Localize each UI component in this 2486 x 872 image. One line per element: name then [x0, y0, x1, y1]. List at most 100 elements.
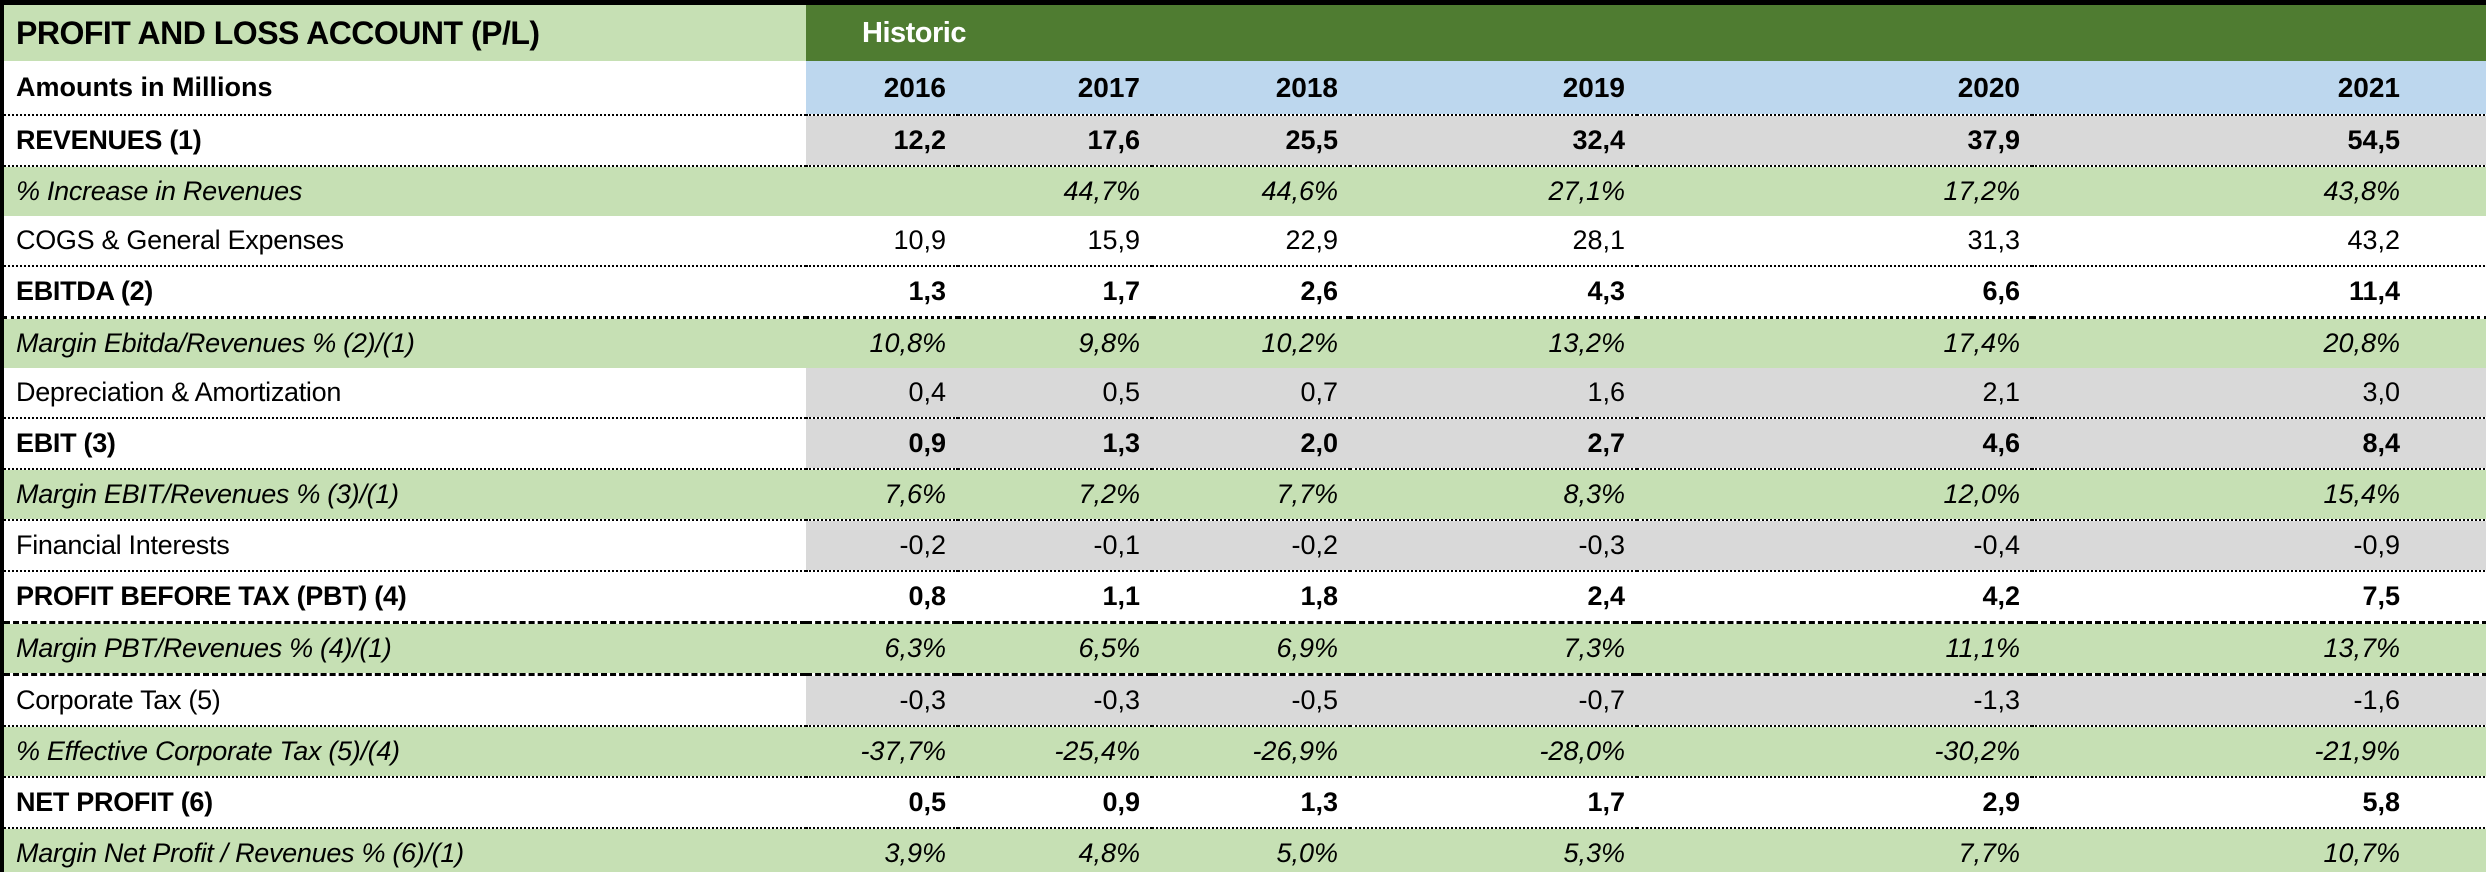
value-cell-2016: 0,5: [806, 777, 958, 829]
year-column-header: 2019: [1350, 61, 1637, 116]
value-cell-2018: 6,9%: [1152, 622, 1350, 676]
value-cell-2019: 7,3%: [1350, 622, 1637, 676]
row-label: REVENUES (1): [2, 115, 806, 167]
value-cell-2021: 8,4: [2032, 418, 2486, 470]
value-cell-2021: 13,7%: [2032, 622, 2486, 676]
value-cell-2017: 4,8%: [958, 828, 1152, 872]
table-row: % Increase in Revenues 44,7% 44,6% 27,1% 17,…: [2, 166, 2486, 216]
value-cell-2021: 7,5: [2032, 571, 2486, 624]
value-cell-2017: 0,9: [958, 777, 1152, 829]
value-cell-2021: 15,4%: [2032, 469, 2486, 521]
value-cell-2019: 4,3: [1350, 266, 1637, 319]
value-cell-2020: 4,6: [1637, 418, 2032, 470]
value-cell-2017: -0,1: [958, 520, 1152, 572]
value-cell-2017: -0,3: [958, 674, 1152, 727]
value-cell-2018: 22,9: [1152, 216, 1350, 267]
table-row: Margin Net Profit / Revenues % (6)/(1) 3,…: [2, 828, 2486, 872]
value-cell-2016: 7,6%: [806, 469, 958, 521]
value-cell-2018: 2,0: [1152, 418, 1350, 470]
value-cell-2018: 1,3: [1152, 777, 1350, 829]
row-label: Financial Interests: [2, 520, 806, 572]
year-column-header: 2021: [2032, 61, 2486, 116]
value-cell-2020: -0,4: [1637, 520, 2032, 572]
table-row: NET PROFIT (6) 0,5 0,9 1,3 1,7 2,9 5,8: [2, 777, 2486, 829]
value-cell-2017: 1,7: [958, 266, 1152, 319]
value-cell-2020: 6,6: [1637, 266, 2032, 319]
value-cell-2016: 12,2: [806, 115, 958, 167]
value-cell-2018: 5,0%: [1152, 828, 1350, 872]
value-cell-2019: 13,2%: [1350, 317, 1637, 368]
table-row: PROFIT BEFORE TAX (PBT) (4) 0,8 1,1 1,8 2,4 4…: [2, 571, 2486, 624]
value-cell-2020: -30,2%: [1637, 726, 2032, 778]
table-row: Margin Ebitda/Revenues % (2)/(1) 10,8% 9,8…: [2, 317, 2486, 368]
value-cell-2021: 5,8: [2032, 777, 2486, 829]
value-cell-2017: 1,3: [958, 418, 1152, 470]
value-cell-2018: 25,5: [1152, 115, 1350, 167]
table-row: % Effective Corporate Tax (5)/(4) -37,7% -…: [2, 726, 2486, 778]
row-label: EBIT (3): [2, 418, 806, 470]
row-label: % Effective Corporate Tax (5)/(4): [2, 726, 806, 778]
value-cell-2018: 2,6: [1152, 266, 1350, 319]
value-cell-2019: 27,1%: [1350, 166, 1637, 216]
years-row: Amounts in Millions 2016 2017 2018 2019 …: [2, 61, 2486, 116]
value-cell-2016: 0,8: [806, 571, 958, 624]
value-cell-2016: 0,4: [806, 368, 958, 419]
value-cell-2017: 44,7%: [958, 166, 1152, 216]
value-cell-2021: -0,9: [2032, 520, 2486, 572]
value-cell-2016: -0,2: [806, 520, 958, 572]
value-cell-2018: -0,5: [1152, 674, 1350, 727]
value-cell-2017: 9,8%: [958, 317, 1152, 368]
value-cell-2021: -21,9%: [2032, 726, 2486, 778]
value-cell-2016: -37,7%: [806, 726, 958, 778]
value-cell-2018: -26,9%: [1152, 726, 1350, 778]
value-cell-2020: 7,7%: [1637, 828, 2032, 872]
row-label: Margin Net Profit / Revenues % (6)/(1): [2, 828, 806, 872]
table-header-row: PROFIT AND LOSS ACCOUNT (P/L) Historic: [2, 2, 2486, 61]
value-cell-2017: 6,5%: [958, 622, 1152, 676]
table-row: COGS & General Expenses 10,9 15,9 22,9 28,1 3…: [2, 216, 2486, 267]
value-cell-2021: 10,7%: [2032, 828, 2486, 872]
value-cell-2019: -28,0%: [1350, 726, 1637, 778]
value-cell-2016: 1,3: [806, 266, 958, 319]
row-label: Margin EBIT/Revenues % (3)/(1): [2, 469, 806, 521]
table-row: EBIT (3) 0,9 1,3 2,0 2,7 4,6 8,4: [2, 418, 2486, 470]
year-column-header: 2020: [1637, 61, 2032, 116]
value-cell-2018: 7,7%: [1152, 469, 1350, 521]
value-cell-2017: 17,6: [958, 115, 1152, 167]
value-cell-2017: -25,4%: [958, 726, 1152, 778]
value-cell-2021: 11,4: [2032, 266, 2486, 319]
value-cell-2019: 28,1: [1350, 216, 1637, 267]
row-label: EBITDA (2): [2, 266, 806, 319]
row-label: Depreciation & Amortization: [2, 368, 806, 419]
value-cell-2016: 10,9: [806, 216, 958, 267]
value-cell-2019: 2,7: [1350, 418, 1637, 470]
value-cell-2020: 17,2%: [1637, 166, 2032, 216]
value-cell-2017: 1,1: [958, 571, 1152, 624]
value-cell-2019: 32,4: [1350, 115, 1637, 167]
value-cell-2021: -1,6: [2032, 674, 2486, 727]
row-label: Margin PBT/Revenues % (4)/(1): [2, 622, 806, 676]
value-cell-2016: 0,9: [806, 418, 958, 470]
value-cell-2017: 15,9: [958, 216, 1152, 267]
period-header-historic: Historic: [806, 2, 2486, 61]
year-column-header: 2017: [958, 61, 1152, 116]
page-title: PROFIT AND LOSS ACCOUNT (P/L): [2, 2, 806, 61]
value-cell-2021: 54,5: [2032, 115, 2486, 167]
value-cell-2021: 43,2: [2032, 216, 2486, 267]
table-row: EBITDA (2) 1,3 1,7 2,6 4,3 6,6 11,4: [2, 266, 2486, 319]
value-cell-2018: 10,2%: [1152, 317, 1350, 368]
value-cell-2017: 0,5: [958, 368, 1152, 419]
value-cell-2021: 3,0: [2032, 368, 2486, 419]
row-label: COGS & General Expenses: [2, 216, 806, 267]
value-cell-2019: -0,7: [1350, 674, 1637, 727]
row-label: NET PROFIT (6): [2, 777, 806, 829]
value-cell-2017: 7,2%: [958, 469, 1152, 521]
value-cell-2016: [806, 166, 958, 216]
value-cell-2019: 5,3%: [1350, 828, 1637, 872]
row-label: PROFIT BEFORE TAX (PBT) (4): [2, 571, 806, 624]
value-cell-2019: 2,4: [1350, 571, 1637, 624]
value-cell-2020: 2,9: [1637, 777, 2032, 829]
value-cell-2021: 43,8%: [2032, 166, 2486, 216]
value-cell-2019: 1,6: [1350, 368, 1637, 419]
